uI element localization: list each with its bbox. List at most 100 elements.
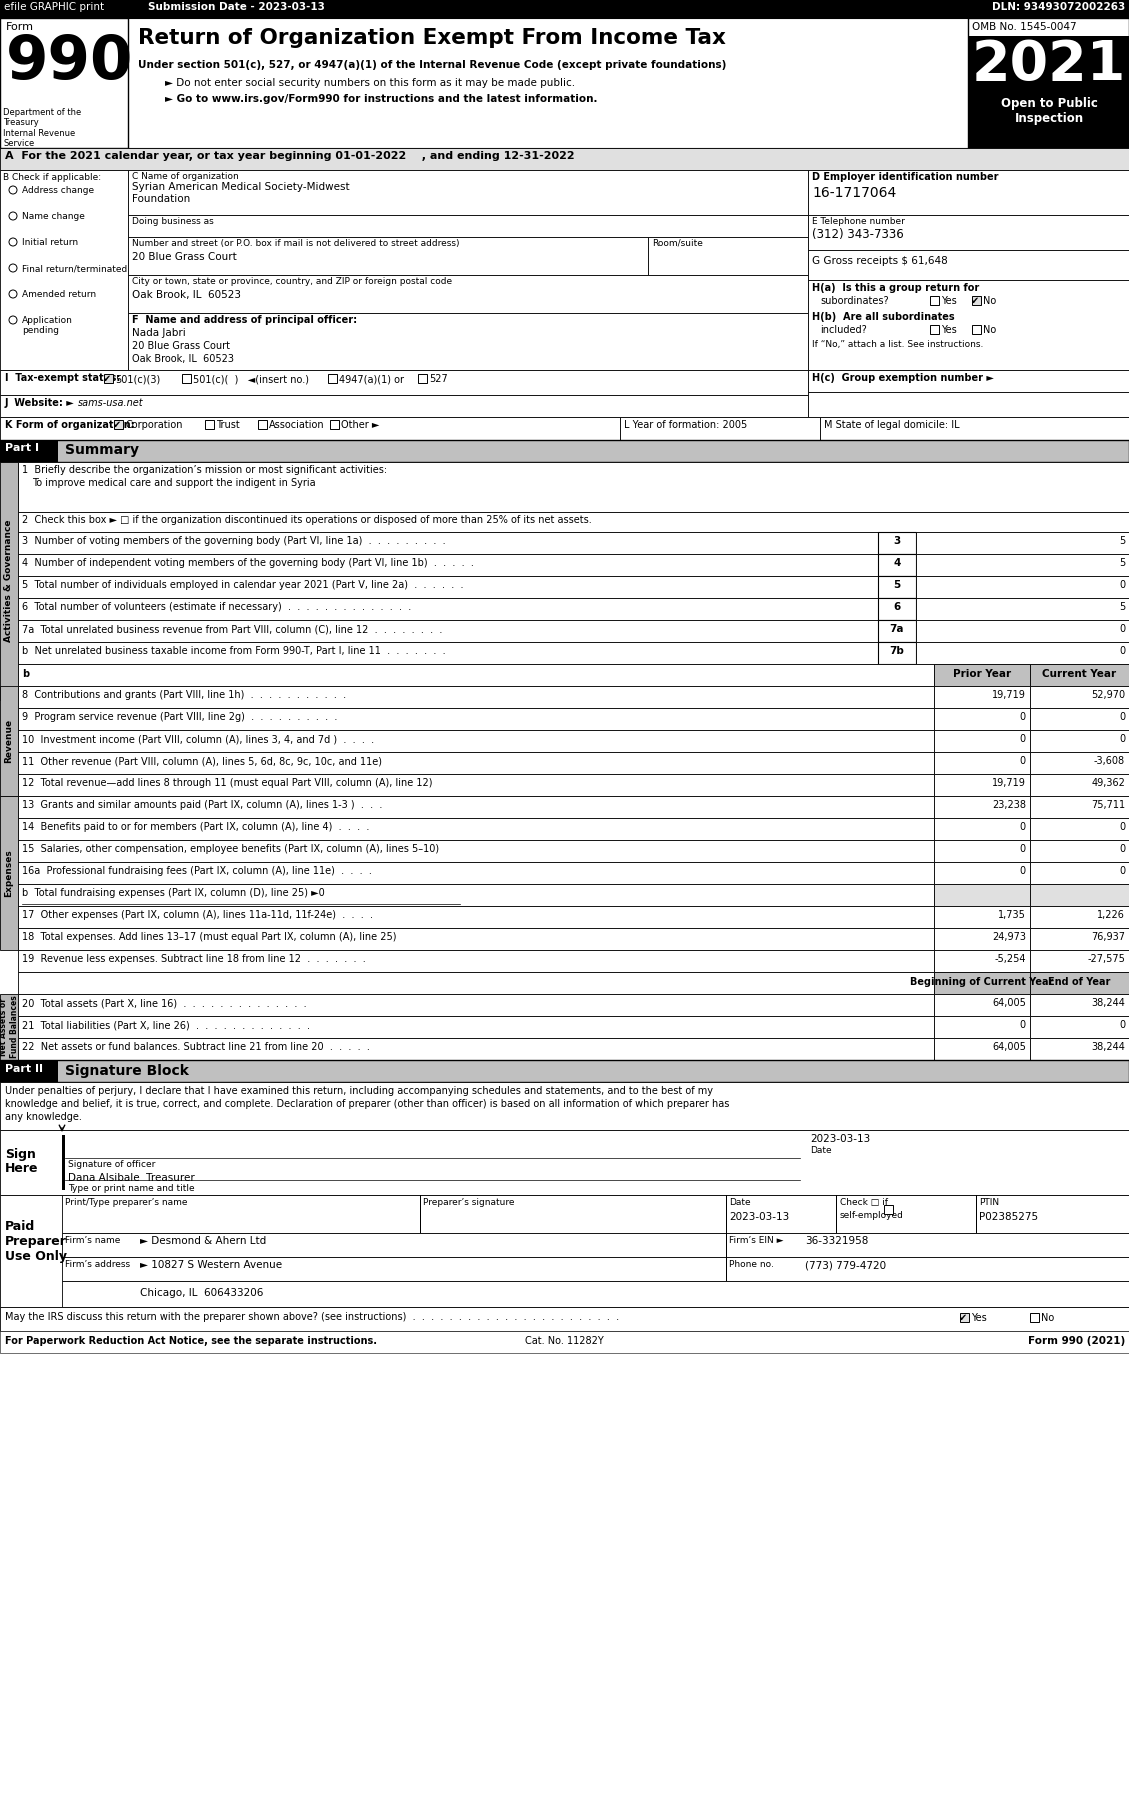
Text: Corporation: Corporation [125, 421, 183, 430]
Text: To improve medical care and support the indigent in Syria: To improve medical care and support the … [32, 479, 316, 488]
Bar [934, 796, 1030, 818]
Bar [330, 421, 339, 428]
Text: D Employer identification number: D Employer identification number [812, 172, 998, 181]
Text: 64,005: 64,005 [992, 998, 1026, 1009]
Text: Return of Organization Exempt From Income Tax: Return of Organization Exempt From Incom… [138, 27, 726, 47]
Text: 0: 0 [1019, 844, 1026, 854]
Bar [0, 149, 1129, 171]
Bar [114, 421, 123, 428]
Text: 4947(a)(1) or: 4947(a)(1) or [339, 374, 404, 385]
Bar [878, 532, 916, 553]
Text: 1,735: 1,735 [998, 911, 1026, 920]
Bar [1030, 818, 1129, 840]
Bar [878, 642, 916, 664]
Bar [0, 171, 128, 370]
Text: Date: Date [729, 1197, 751, 1206]
Text: 2  Check this box ► □ if the organization discontinued its operations or dispose: 2 Check this box ► □ if the organization… [21, 515, 592, 524]
Text: -3,608: -3,608 [1094, 756, 1124, 766]
Text: Part I: Part I [5, 443, 40, 454]
Text: 76,937: 76,937 [1091, 932, 1124, 941]
Text: Form: Form [6, 22, 34, 33]
Text: Yes: Yes [971, 1313, 987, 1322]
Text: Sign: Sign [5, 1148, 36, 1161]
Text: 501(c)(  )   ◄(insert no.): 501(c)( ) ◄(insert no.) [193, 374, 309, 385]
Text: 7a: 7a [890, 624, 904, 635]
Text: K Form of organization:: K Form of organization: [5, 421, 134, 430]
Bar [1030, 753, 1129, 775]
Text: 13  Grants and similar amounts paid (Part IX, column (A), lines 1-3 )  .  .  .: 13 Grants and similar amounts paid (Part… [21, 800, 383, 811]
Bar [418, 374, 427, 383]
Bar [916, 532, 1129, 553]
Text: Activities & Governance: Activities & Governance [5, 521, 14, 642]
Bar [930, 296, 939, 305]
Bar [1030, 707, 1129, 729]
Text: Yes: Yes [940, 325, 956, 336]
Text: 0: 0 [1019, 735, 1026, 744]
Text: 52,970: 52,970 [1091, 689, 1124, 700]
Text: 0: 0 [1019, 822, 1026, 833]
Bar [18, 753, 934, 775]
Text: J  Website: ►: J Website: ► [5, 397, 75, 408]
Bar [934, 686, 1030, 707]
Text: Type or print name and title: Type or print name and title [68, 1185, 194, 1194]
Bar [18, 951, 934, 972]
Text: 24,973: 24,973 [992, 932, 1026, 941]
Bar [0, 18, 128, 149]
Text: Current Year: Current Year [1042, 669, 1117, 678]
Text: 990: 990 [6, 33, 133, 93]
Bar [808, 392, 1129, 417]
Circle shape [9, 238, 17, 247]
Text: F  Name and address of principal officer:: F Name and address of principal officer: [132, 316, 357, 325]
Text: 16-1717064: 16-1717064 [812, 187, 896, 200]
Bar [820, 417, 1129, 441]
Bar [1030, 951, 1129, 972]
Bar [18, 463, 1129, 512]
Bar [884, 1204, 893, 1214]
Bar [934, 972, 1030, 994]
Text: Chicago, IL  606433206: Chicago, IL 606433206 [140, 1288, 263, 1299]
Text: Final return/terminated: Final return/terminated [21, 265, 128, 272]
Bar [62, 1136, 65, 1190]
Text: ✔: ✔ [959, 1313, 968, 1322]
Bar [1030, 1038, 1129, 1059]
Text: subordinates?: subordinates? [820, 296, 889, 307]
Text: 75,711: 75,711 [1091, 800, 1124, 811]
Text: 4  Number of independent voting members of the governing body (Part VI, line 1b): 4 Number of independent voting members o… [21, 559, 474, 568]
Bar [972, 325, 981, 334]
Circle shape [9, 265, 17, 272]
Bar [1030, 994, 1129, 1016]
Text: Under penalties of perjury, I declare that I have examined this return, includin: Under penalties of perjury, I declare th… [5, 1087, 714, 1096]
Text: sams-usa.net: sams-usa.net [78, 397, 143, 408]
Text: Prior Year: Prior Year [953, 669, 1012, 678]
Bar [934, 818, 1030, 840]
Bar [916, 577, 1129, 599]
Text: Use Only: Use Only [5, 1250, 67, 1263]
Bar [18, 862, 934, 883]
Bar [1030, 796, 1129, 818]
Bar [18, 642, 878, 664]
Bar [808, 279, 1129, 370]
Text: 10  Investment income (Part VIII, column (A), lines 3, 4, and 7d )  .  .  .  .: 10 Investment income (Part VIII, column … [21, 735, 374, 744]
Text: 38,244: 38,244 [1091, 1041, 1124, 1052]
Text: Oak Brook, IL  60523: Oak Brook, IL 60523 [132, 290, 240, 299]
Text: 19,719: 19,719 [992, 689, 1026, 700]
Text: 18  Total expenses. Add lines 13–17 (must equal Part IX, column (A), line 25): 18 Total expenses. Add lines 13–17 (must… [21, 932, 396, 941]
Text: 12  Total revenue—add lines 8 through 11 (must equal Part VIII, column (A), line: 12 Total revenue—add lines 8 through 11 … [21, 778, 432, 787]
Text: included?: included? [820, 325, 867, 336]
Bar [18, 553, 878, 577]
Text: Application
pending: Application pending [21, 316, 73, 336]
Text: Date: Date [809, 1146, 832, 1156]
Text: L Year of formation: 2005: L Year of formation: 2005 [624, 421, 747, 430]
Text: 36-3321958: 36-3321958 [805, 1235, 868, 1246]
Bar [934, 707, 1030, 729]
Text: Room/suite: Room/suite [653, 239, 703, 249]
Text: 49,362: 49,362 [1091, 778, 1124, 787]
Bar [128, 314, 808, 370]
Bar [1030, 664, 1129, 686]
Text: 501(c)(3): 501(c)(3) [115, 374, 160, 385]
Text: 0: 0 [1019, 756, 1026, 766]
Text: b: b [21, 669, 29, 678]
Bar [0, 1059, 58, 1081]
Text: No: No [983, 296, 996, 307]
Text: Preparer’s signature: Preparer’s signature [423, 1197, 515, 1206]
